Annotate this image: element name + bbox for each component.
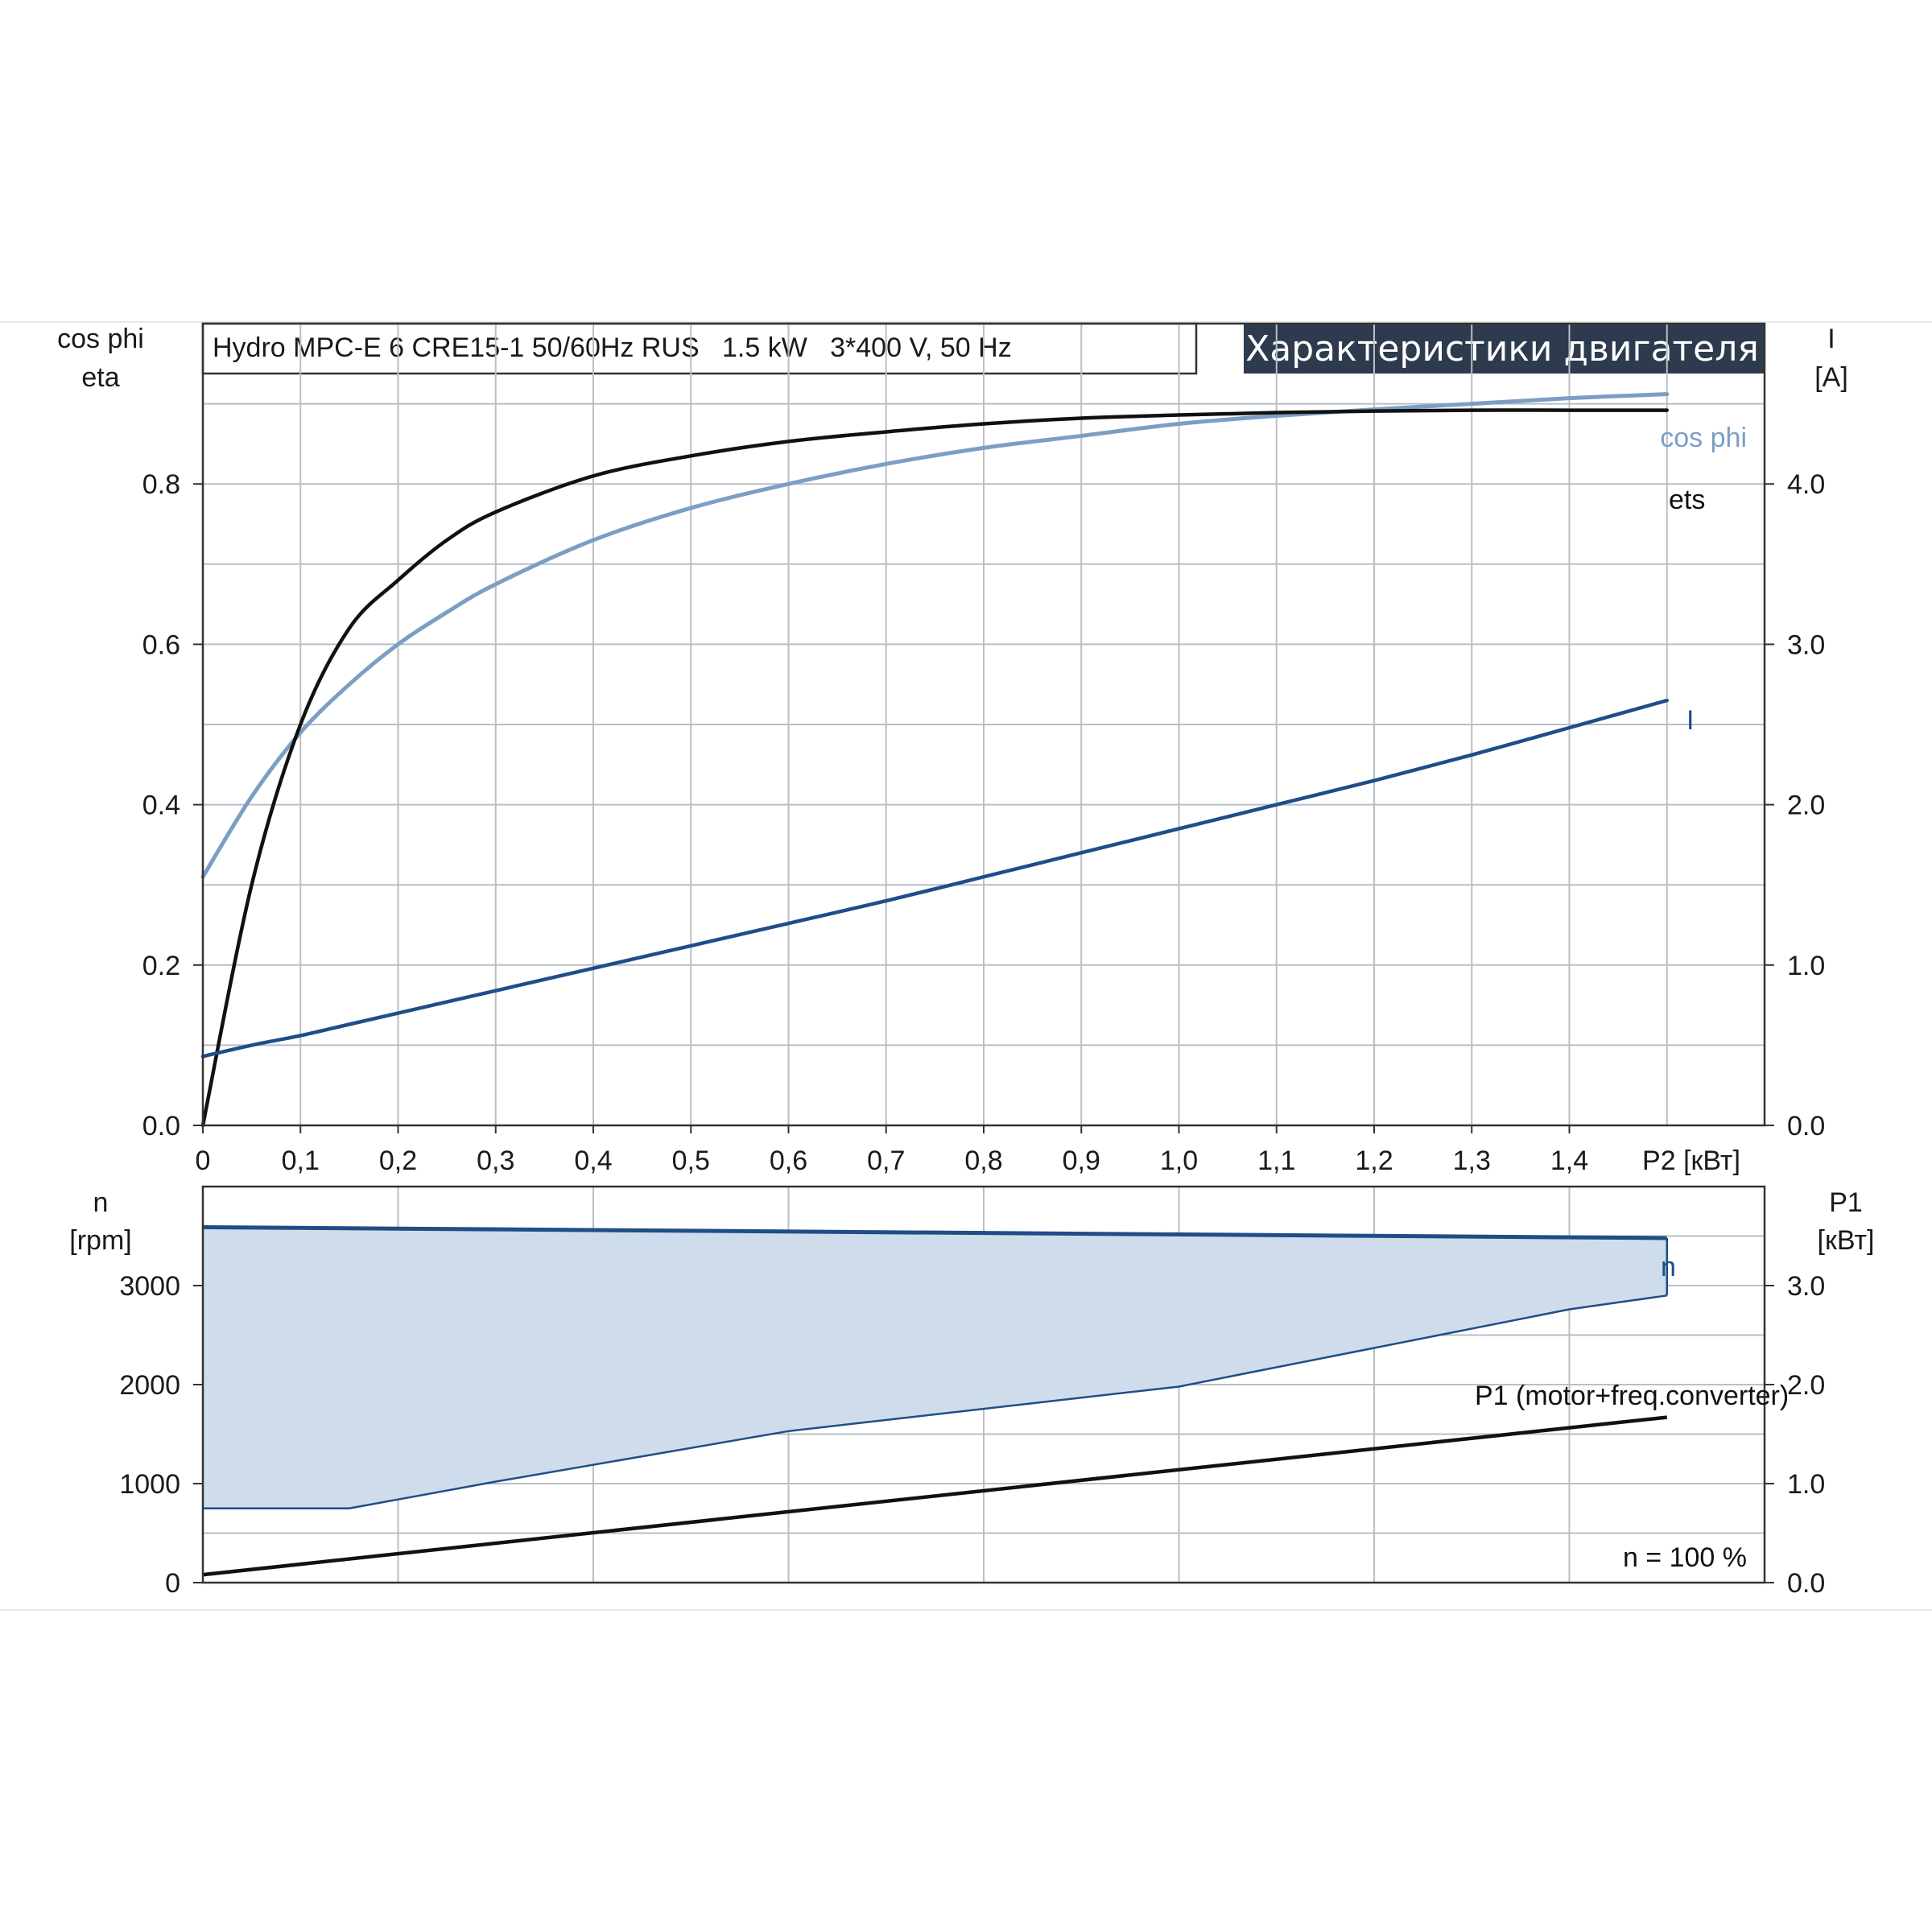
top-left-tick-label: 0.0 <box>142 1111 180 1141</box>
top-x-axis-label: P2 [кВт] <box>1642 1146 1740 1176</box>
header-badge <box>1244 324 1765 374</box>
min-speed-curve <box>203 1294 1667 1509</box>
top-x-tick-label: 1,1 <box>1257 1146 1295 1176</box>
bottom-right-tick-label: 2.0 <box>1787 1370 1825 1401</box>
series-label-ets: ets <box>1669 485 1705 515</box>
speed-band-area <box>203 1227 1667 1509</box>
bottom-left-tick-label: 2000 <box>119 1370 180 1401</box>
top-x-tick-label: 0,2 <box>379 1146 417 1176</box>
top-x-tick-label: 1,3 <box>1453 1146 1491 1176</box>
top-right-tick-label: 3.0 <box>1787 630 1825 660</box>
top-left-axis-label-line2: eta <box>81 362 119 393</box>
series-label-speed: n <box>1661 1252 1676 1282</box>
bottom-right-tick-label: 3.0 <box>1787 1271 1825 1302</box>
top-left-tick-label: 0.6 <box>142 630 180 660</box>
top-right-tick-label: 2.0 <box>1787 791 1825 821</box>
top-x-tick-label: 0,5 <box>672 1146 710 1176</box>
top-x-tick-label: 0,6 <box>770 1146 807 1176</box>
top-left-tick-label: 0.4 <box>142 791 180 821</box>
cos-phi-curve <box>200 392 1670 879</box>
top-right-tick-label: 0.0 <box>1787 1111 1825 1141</box>
top-right-axis-label-line1: I <box>1827 324 1835 354</box>
bottom-chart-ticks: 0 1000 2000 3000 0.0 1.0 2.0 3.0 <box>119 1271 1825 1599</box>
top-left-tick-label: 0.2 <box>142 951 180 981</box>
top-right-tick-label: 1.0 <box>1787 951 1825 981</box>
bottom-right-tick-label: 1.0 <box>1787 1469 1825 1500</box>
eta-curve <box>200 408 1669 1128</box>
bottom-left-axis-label-line1: n <box>93 1187 109 1218</box>
top-x-tick-label: 0,8 <box>964 1146 1002 1176</box>
bottom-chart-curves <box>202 1224 1668 1577</box>
bottom-chart-annotation: n = 100 % <box>1623 1542 1747 1573</box>
top-x-tick-label: 0,9 <box>1063 1146 1100 1176</box>
current-curve <box>200 698 1669 1059</box>
top-x-tick-label: 0,3 <box>477 1146 514 1176</box>
top-right-axis-label-line2: [A] <box>1814 362 1848 393</box>
series-label-current: I <box>1686 705 1694 736</box>
bottom-left-tick-label: 1000 <box>119 1469 180 1500</box>
top-chart-ticks: 0 0,1 0,2 0,3 0,4 0,5 0,6 0,7 0,8 0,9 1,0 1,1 1,2 1,3… <box>142 469 1826 1176</box>
series-label-cos-phi: cos phi <box>1660 423 1747 453</box>
speed-curve <box>202 1224 1667 1241</box>
top-left-axis-label-line1: cos phi <box>57 324 144 354</box>
bottom-left-axis-label-line2: [rpm] <box>69 1225 131 1256</box>
bottom-right-tick-label: 0.0 <box>1787 1568 1825 1599</box>
top-x-tick-label: 0,1 <box>282 1146 320 1176</box>
series-label-p1: P1 (motor+freq.converter) <box>1475 1381 1789 1411</box>
bottom-left-tick-label: 0 <box>165 1568 180 1599</box>
bottom-right-axis-label-line2: [кВт] <box>1818 1225 1875 1256</box>
top-x-tick-label: 1,2 <box>1355 1146 1393 1176</box>
top-x-tick-label: 0,4 <box>574 1146 612 1176</box>
bottom-right-axis-label-line1: P1 <box>1829 1187 1863 1218</box>
header-title: Hydro MPC-E 6 CRE15-1 50/60Hz RUS 1.5 kW… <box>213 332 1012 363</box>
bottom-left-tick-label: 3000 <box>119 1271 180 1302</box>
top-x-tick-label: 1,0 <box>1160 1146 1198 1176</box>
top-x-tick-label: 1,4 <box>1550 1146 1588 1176</box>
top-chart-curves <box>200 392 1670 1128</box>
top-left-tick-label: 0.8 <box>142 469 180 500</box>
header-badge-text: Характеристики двигателя <box>1245 328 1759 369</box>
top-x-tick-label: 0 <box>196 1146 211 1176</box>
top-x-tick-label: 0,7 <box>867 1146 905 1176</box>
top-right-tick-label: 4.0 <box>1787 469 1825 500</box>
p1-curve <box>202 1415 1667 1577</box>
